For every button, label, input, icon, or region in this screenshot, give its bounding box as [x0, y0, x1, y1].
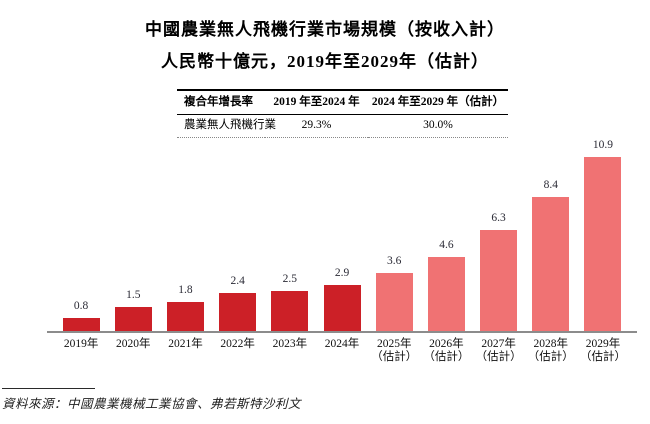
x-axis-label: 2024年 — [324, 338, 360, 350]
x-axis-label: 2020年 — [116, 338, 151, 350]
bar-value-label: 3.6 — [387, 255, 402, 267]
x-axis-estimate-suffix: （估計） — [371, 351, 418, 363]
cagr-header-label: 複合年增長率 — [177, 89, 265, 115]
bar — [166, 302, 204, 331]
cagr-table-header-row: 複合年增長率 2019 年至2024 年 2024 年至2029 年（估計） — [177, 89, 508, 115]
bar-value-label: 2.4 — [230, 275, 245, 287]
bar — [427, 257, 465, 331]
bar-value-label: 1.8 — [178, 284, 193, 296]
x-axis-estimate-suffix: （估計） — [475, 351, 522, 363]
cagr-row-label: 農業無人飛機行業 — [177, 114, 276, 138]
bar-group: 1.8 — [159, 284, 211, 331]
bar-group: 2.5 — [264, 273, 316, 331]
bar-value-label: 8.4 — [543, 179, 558, 191]
x-axis-estimate-suffix: （估計） — [527, 351, 574, 363]
bar — [114, 307, 152, 331]
x-axis-label: 2021年 — [168, 338, 203, 350]
bar-group: 2.4 — [212, 275, 264, 331]
bar-value-label: 2.5 — [282, 273, 298, 285]
bar-chart-plot: 0.8 1.5 1.8 2.4 2.5 2.9 3.6 4.6 6.3 8.4 10.9 — [47, 133, 637, 333]
bar-group: 6.3 — [473, 212, 525, 331]
cagr-table-row: 農業無人飛機行業 29.3% 30.0% — [177, 114, 508, 138]
x-axis-estimate-suffix: （估計） — [423, 351, 470, 363]
bar — [323, 285, 361, 331]
x-axis-label: 2026年 （估計） — [420, 338, 472, 364]
bar — [375, 273, 413, 331]
bar-group: 0.8 — [55, 300, 107, 331]
x-axis-estimate-suffix: （估計） — [579, 351, 626, 363]
cagr-value-1: 29.3% — [265, 114, 368, 138]
bar — [271, 291, 309, 331]
bar-group: 4.6 — [420, 239, 472, 331]
cagr-header-period-1: 2019 年至2024 年 — [265, 89, 368, 115]
source-divider — [2, 388, 95, 389]
x-axis-label: 2029年 （估計） — [577, 338, 629, 364]
x-axis-label: 2022年 — [220, 338, 255, 350]
x-axis-label: 2027年 （估計） — [473, 338, 525, 364]
chart-subtitle: 人民幣十億元，2019年至2029年（估計） — [161, 52, 489, 71]
bar — [584, 157, 622, 331]
cagr-header-period-2: 2024 年至2029 年（估計） — [368, 89, 508, 115]
bar-value-label: 10.9 — [592, 139, 614, 151]
chart-title: 中國農業無人飛機行業市場規模（按收入計） — [145, 20, 505, 39]
bar-group: 10.9 — [577, 139, 629, 331]
bar-value-label: 1.5 — [126, 289, 141, 301]
bar-value-label: 0.8 — [73, 300, 89, 312]
cagr-table: 複合年增長率 2019 年至2024 年 2024 年至2029 年（估計） 農… — [177, 89, 508, 138]
bar-group: 2.9 — [316, 267, 368, 331]
x-axis-labels: 2019年 2020年 2021年 2022年 2023年 2024年 2025年 （估計） 2… — [47, 338, 637, 364]
x-axis-label: 2023年 — [272, 338, 308, 350]
bar-group: 3.6 — [368, 255, 420, 331]
cagr-value-2: 30.0% — [368, 114, 508, 138]
bar-group: 8.4 — [525, 179, 577, 331]
x-axis-label: 2028年 （估計） — [525, 338, 577, 364]
bar — [532, 197, 570, 331]
x-axis-label: 2025年 （估計） — [368, 338, 420, 364]
x-axis-label: 2019年 — [63, 338, 99, 350]
bar — [62, 318, 100, 331]
bar-value-label: 6.3 — [491, 212, 506, 224]
bar — [219, 293, 257, 331]
bar — [480, 230, 518, 331]
bar-group: 1.5 — [107, 289, 159, 331]
source-note: 資料來源：中國農業機械工業協會、弗若斯特沙利文 — [2, 397, 302, 411]
bar-value-label: 4.6 — [439, 239, 454, 251]
bar-value-label: 2.9 — [334, 267, 350, 279]
